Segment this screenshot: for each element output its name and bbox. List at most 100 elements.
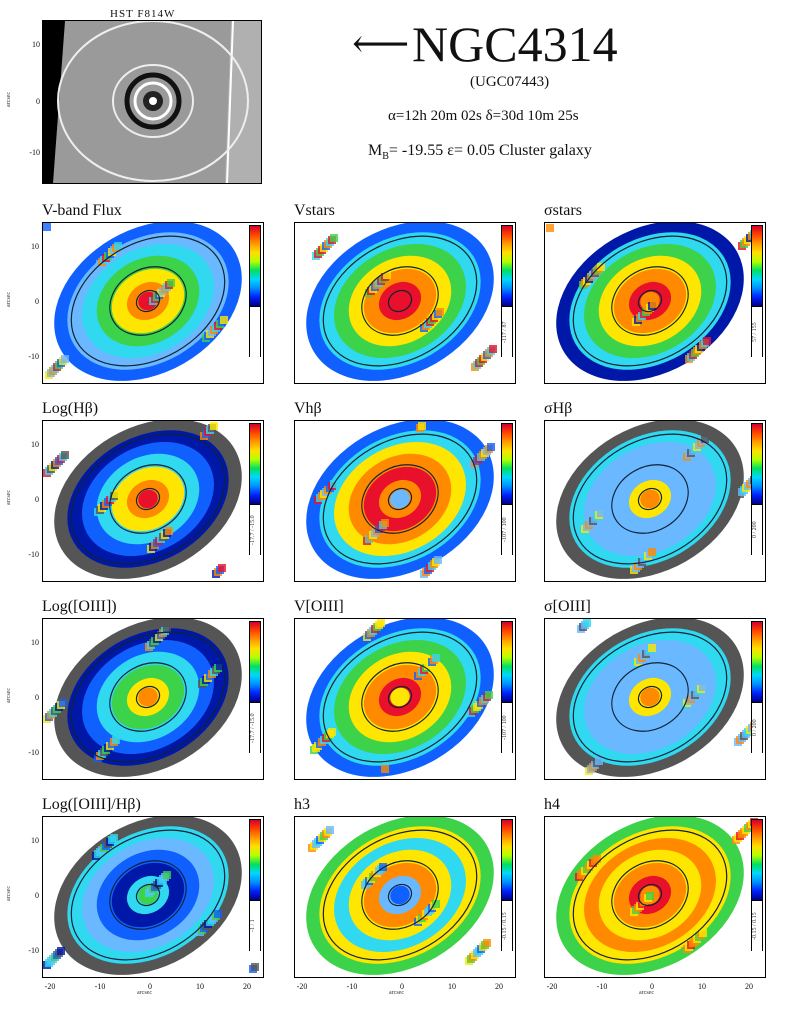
map-pixel [485,691,493,699]
panel-title: σHβ [544,400,573,417]
contour-line [322,829,478,961]
map-image [545,223,765,383]
map-image [545,421,765,581]
y-tick: 0 [35,693,39,702]
hst-ytick: 10 [32,40,40,49]
contour-line [70,433,226,565]
map-pixel [59,699,67,707]
x-tick: 20 [243,982,251,991]
galaxy-meta-values: = -19.55 ε= 0.05 Cluster galaxy [388,142,592,159]
arrow-left-icon: ⟵ [352,21,410,66]
colorbar [249,423,261,505]
panel-title: σ[OIII] [544,598,591,615]
map-pixel [436,308,444,316]
colorbar-range: -117 / 87 [501,306,513,357]
map-panel [42,816,264,978]
map-pixel [597,263,605,271]
contour-line [637,685,663,709]
map-pixel [43,223,51,231]
contour-line [70,829,226,961]
map-image [545,619,765,779]
x-tick: -20 [296,982,308,991]
map-pixel [210,422,218,430]
map-pixel [251,963,259,971]
hst-image [42,20,262,184]
map-panel [42,618,264,780]
map-image [43,421,263,581]
map-pixel [163,871,171,879]
map-panel [294,816,516,978]
x-axis-label: arcsec [639,990,654,996]
contour-line [361,662,439,732]
map-pixel [595,757,603,765]
contour-line [572,433,728,565]
panel-title: h4 [544,796,560,813]
x-tick: 10 [196,982,204,991]
contour-line [135,289,161,313]
map-pixel [112,490,120,498]
map-image [545,817,765,977]
contour-line [135,487,161,511]
contour-line [70,235,226,367]
map-pixel [167,279,175,287]
contour-line [572,829,728,961]
hst-ytick: -10 [29,148,40,157]
map-pixel [383,271,391,279]
y-tick: 10 [31,638,39,647]
colorbar [501,423,513,505]
y-tick: 10 [31,440,39,449]
contour-line [109,464,187,534]
y-tick: 0 [35,891,39,900]
map-region [138,687,158,707]
map-panel [294,420,516,582]
panel-title: σstars [544,202,582,219]
contour-line [637,883,663,907]
map-region [390,687,410,707]
x-axis-label: arcsec [137,990,152,996]
map-pixel [57,947,65,955]
contour-line [361,464,439,534]
map-pixel [583,619,591,627]
map-pixel [434,556,442,564]
map-pixel [489,345,497,353]
map-image [43,619,263,779]
colorbar [501,819,513,901]
map-pixel [163,625,171,633]
x-tick: 20 [745,982,753,991]
contour-line [611,266,689,336]
map-panel [42,420,264,582]
panel-title: V[OIII] [294,598,344,615]
map-pixel [114,242,122,250]
map-pixel [703,337,711,345]
map-pixel [377,619,385,627]
map-panel [544,618,766,780]
galaxy-coordinates: α=12h 20m 02s δ=30d 10m 25s [388,108,579,124]
contour-line [109,860,187,930]
contour-line [611,662,689,732]
y-tick: -10 [28,352,39,361]
y-axis-label: arcsec [6,292,12,307]
x-tick: -20 [44,982,56,991]
map-pixel [648,644,656,652]
map-region [138,489,158,509]
map-pixel [381,765,389,773]
x-tick: 0 [400,982,404,991]
contour-line [611,860,689,930]
panel-title: Log([OIII]/Hβ) [42,796,141,813]
colorbar-range: 0 / 200 [751,504,763,555]
contour-line [70,631,226,763]
map-image [43,223,263,383]
contour-line [637,487,663,511]
contour-line [322,433,478,565]
y-tick: 0 [35,297,39,306]
colorbar [751,225,763,307]
contour-line [135,883,161,907]
map-pixel [330,234,338,242]
x-tick: 0 [148,982,152,991]
contour-line [572,235,728,367]
contour-line [572,631,728,763]
colorbar-range: -0.15 / 0.15 [501,900,513,951]
map-image [295,817,515,977]
colorbar [751,819,763,901]
y-tick: 10 [31,836,39,845]
